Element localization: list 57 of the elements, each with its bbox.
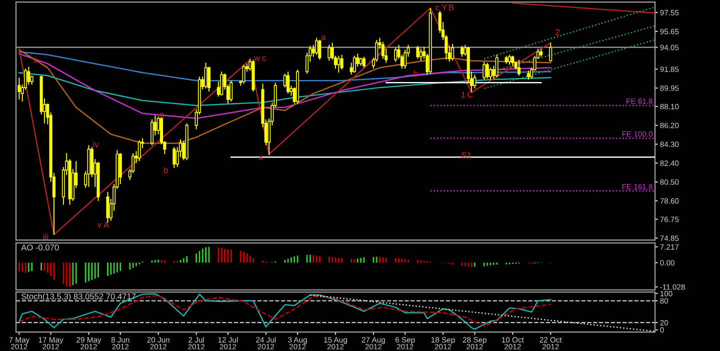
annotation: iv bbox=[93, 141, 99, 148]
candlestick bbox=[340, 54, 344, 70]
annotation: c bbox=[436, 6, 440, 10]
candlestick bbox=[172, 146, 176, 169]
candlestick bbox=[488, 67, 492, 80]
annotation: v bbox=[97, 223, 102, 228]
annotation: w bbox=[254, 56, 260, 61]
annotation: iii bbox=[43, 234, 48, 240]
candlestick bbox=[138, 140, 141, 162]
candlestick bbox=[508, 54, 512, 66]
candlestick bbox=[312, 44, 315, 58]
candlestick bbox=[352, 55, 356, 74]
candlestick bbox=[416, 45, 420, 60]
candlestick bbox=[337, 55, 340, 74]
candlestick bbox=[486, 62, 489, 80]
candlestick bbox=[394, 47, 398, 62]
candlestick bbox=[283, 73, 286, 88]
candlestick bbox=[230, 80, 233, 102]
candlestick bbox=[517, 59, 520, 76]
candlestick bbox=[451, 43, 454, 62]
candlestick bbox=[549, 42, 552, 62]
candlestick bbox=[18, 77, 21, 100]
annotation: 2 bbox=[556, 29, 560, 36]
candlestick bbox=[242, 64, 246, 84]
candlestick bbox=[314, 37, 318, 56]
annotation: A bbox=[104, 222, 110, 228]
line-series bbox=[18, 72, 552, 106]
candlestick bbox=[286, 71, 290, 94]
annotation: Y bbox=[442, 4, 447, 10]
candlestick bbox=[27, 66, 30, 86]
annotation: 1 bbox=[462, 92, 466, 98]
chart-title: AO -0.070 bbox=[21, 244, 59, 250]
annotation: ii bbox=[34, 56, 37, 63]
candlestick bbox=[204, 62, 208, 90]
candlestick bbox=[511, 55, 514, 66]
candlestick bbox=[460, 45, 464, 58]
candlestick bbox=[220, 71, 224, 96]
candlestick bbox=[106, 191, 110, 224]
candlestick bbox=[473, 74, 476, 90]
candlestick bbox=[419, 48, 422, 62]
line-series bbox=[18, 51, 552, 82]
candlestick bbox=[328, 44, 331, 62]
candlestick bbox=[318, 39, 322, 60]
candlestick bbox=[207, 66, 210, 92]
candlestick bbox=[381, 41, 384, 60]
candlestick bbox=[482, 61, 486, 80]
annotation: c bbox=[262, 56, 266, 61]
candlestick bbox=[404, 49, 407, 70]
annotation: C bbox=[468, 92, 473, 98]
annotation: b bbox=[164, 166, 168, 174]
annotation: B bbox=[449, 4, 454, 10]
candlestick bbox=[150, 118, 154, 146]
candlestick bbox=[118, 152, 122, 184]
candlestick bbox=[495, 54, 498, 78]
annotation: a bbox=[322, 36, 326, 40]
candlestick bbox=[362, 56, 366, 68]
chart-title: Stoch(13,5,3) 83.0552 70.4717 bbox=[21, 293, 136, 301]
